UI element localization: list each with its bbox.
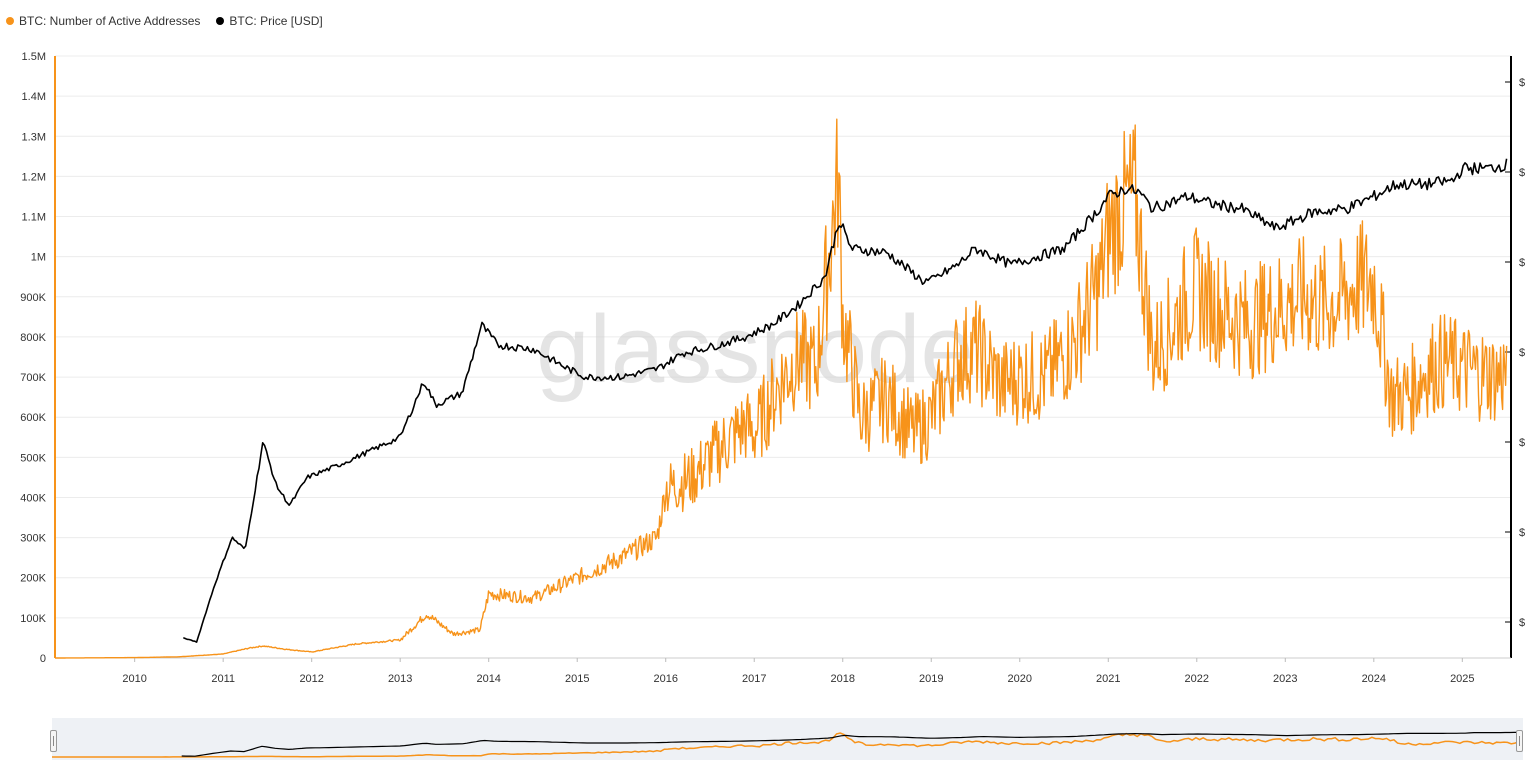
- y-tick-label: 800K: [20, 332, 46, 344]
- y-tick-label: 100K: [20, 613, 46, 625]
- right-tick-label: $: [1519, 347, 1525, 359]
- right-tick-label: $: [1519, 437, 1525, 449]
- x-tick-label: 2011: [211, 673, 235, 685]
- right-tick-label: $: [1519, 527, 1525, 539]
- right-tick-label: $: [1519, 167, 1525, 179]
- right-tick-label: $: [1519, 77, 1525, 89]
- x-tick-label: 2021: [1096, 673, 1120, 685]
- range-navigator[interactable]: [50, 718, 1523, 760]
- right-tick-label: $: [1519, 617, 1525, 629]
- x-tick-label: 2014: [476, 673, 500, 685]
- y-tick-label: 1.1M: [22, 212, 46, 224]
- x-tick-label: 2017: [742, 673, 766, 685]
- y-tick-label: 600K: [20, 412, 46, 424]
- legend-dot-orange-icon: [6, 17, 14, 25]
- y-tick-label: 1.5M: [22, 51, 46, 63]
- y-tick-label: 400K: [20, 492, 46, 504]
- x-tick-label: 2016: [653, 673, 677, 685]
- y-tick-label: 300K: [20, 533, 46, 545]
- right-axis-ticks: $ $ $ $ $ $ $: [1505, 77, 1525, 629]
- legend-dot-black-icon: [216, 17, 225, 25]
- x-axis-ticks: 2010 2011 2012 2013 2014 2015 2016 2017 2018 2019…: [122, 658, 1475, 685]
- x-tick-label: 2019: [919, 673, 943, 685]
- y-tick-label: 200K: [20, 573, 46, 585]
- navigator-series-price: [181, 731, 1519, 757]
- y-axis-ticks: 0 100K 200K 300K 400K 500K 600K 700K 800K 900K 1M 1…: [20, 51, 46, 665]
- y-tick-label: 1.4M: [22, 91, 46, 103]
- series-active-addresses-line[interactable]: [55, 118, 1508, 659]
- legend-label-active-addresses: BTC: Number of Active Addresses: [19, 14, 201, 28]
- x-tick-label: 2022: [1185, 673, 1209, 685]
- legend-item-price[interactable]: BTC: Price [USD]: [216, 14, 323, 28]
- legend-item-active-addresses[interactable]: BTC: Number of Active Addresses: [6, 14, 200, 28]
- x-tick-label: 2018: [831, 673, 855, 685]
- y-tick-label: 1M: [31, 252, 46, 264]
- x-tick-label: 2020: [1008, 673, 1032, 685]
- y-tick-label: 700K: [20, 372, 46, 384]
- y-tick-label: 1.3M: [22, 131, 46, 143]
- navigator-series-active-addresses: [52, 732, 1519, 758]
- chart-legend: BTC: Number of Active Addresses BTC: Pri…: [6, 12, 323, 30]
- x-tick-label: 2025: [1450, 673, 1474, 685]
- x-tick-label: 2024: [1362, 673, 1386, 685]
- right-tick-label: $: [1519, 257, 1525, 269]
- series-price-line[interactable]: [182, 158, 1508, 643]
- y-tick-label: 500K: [20, 452, 46, 464]
- legend-label-price: BTC: Price [USD]: [229, 14, 323, 28]
- navigator-right-handle[interactable]: [1516, 730, 1523, 752]
- x-tick-label: 2012: [299, 673, 323, 685]
- x-tick-label: 2010: [122, 673, 146, 685]
- watermark-logo: glassnode: [536, 296, 974, 403]
- x-tick-label: 2015: [565, 673, 589, 685]
- y-tick-label: 0: [40, 653, 46, 665]
- x-tick-label: 2013: [388, 673, 412, 685]
- y-tick-label: 1.2M: [22, 171, 46, 183]
- navigator-preview: [52, 731, 1519, 758]
- chart-canvas[interactable]: glassnode 0 100K 200K 300K 400K 500K 600K 700K 8…: [0, 0, 1526, 715]
- navigator-left-handle[interactable]: [50, 730, 57, 752]
- y-tick-label: 900K: [20, 292, 46, 304]
- x-tick-label: 2023: [1273, 673, 1297, 685]
